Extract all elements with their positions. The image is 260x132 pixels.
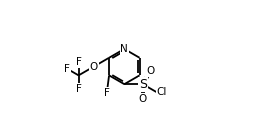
- Text: F: F: [64, 63, 70, 74]
- Text: O: O: [90, 62, 98, 72]
- Text: F: F: [76, 57, 82, 67]
- Text: Cl: Cl: [157, 87, 167, 97]
- Text: S: S: [139, 78, 147, 91]
- Text: F: F: [104, 88, 110, 98]
- Text: O: O: [146, 66, 154, 76]
- Text: O: O: [139, 94, 147, 104]
- Text: F: F: [76, 84, 82, 94]
- Text: N: N: [120, 44, 128, 54]
